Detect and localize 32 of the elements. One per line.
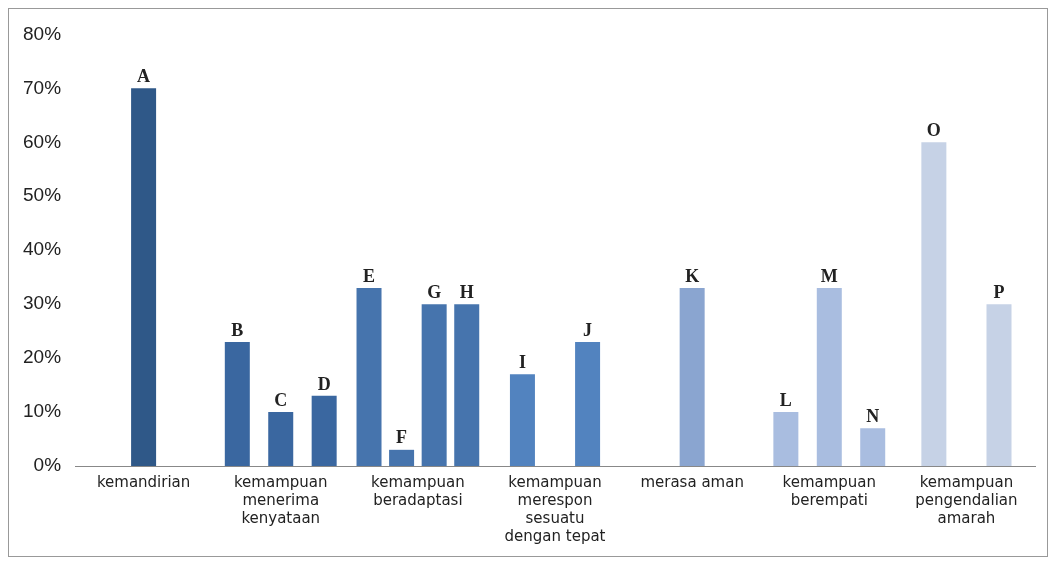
data-label: E [363, 265, 376, 286]
y-tick-label: 10% [23, 400, 62, 422]
data-label: F [396, 427, 408, 448]
y-tick-label: 20% [23, 346, 62, 368]
data-label: K [685, 265, 700, 286]
y-tick-label: 70% [23, 76, 62, 98]
data-label: J [583, 319, 593, 340]
data-label: G [427, 281, 442, 302]
y-tick-label: 80% [23, 22, 62, 44]
y-tick-label: 0% [33, 454, 62, 476]
y-tick-label: 60% [23, 130, 62, 152]
data-label: L [779, 389, 792, 410]
data-label: D [317, 373, 331, 394]
data-label: P [993, 281, 1005, 302]
x-tick-label: kemampuan merespon sesuatu dengan tepat [504, 472, 606, 545]
x-tick-label: kemampuan pengendalian amarah [915, 472, 1018, 527]
x-tick-label: merasa aman [640, 472, 744, 491]
data-label: B [231, 319, 244, 340]
x-tick-label: kemandirian [96, 472, 191, 491]
data-label: I [518, 351, 526, 372]
data-label: O [926, 119, 941, 140]
y-tick-label: 40% [23, 238, 62, 260]
x-tick-label: kemampuan berempati [782, 472, 877, 509]
x-tick-label: kemampuan beradaptasi [371, 472, 465, 509]
y-tick-label: 30% [23, 292, 62, 314]
data-label: H [459, 281, 474, 302]
data-label: M [820, 265, 838, 286]
data-label: A [137, 66, 151, 87]
x-tick-label: kemampuan menerima kenyataan [233, 472, 328, 527]
data-label: N [866, 405, 880, 426]
y-tick-label: 50% [23, 184, 62, 206]
data-label: C [274, 389, 288, 410]
